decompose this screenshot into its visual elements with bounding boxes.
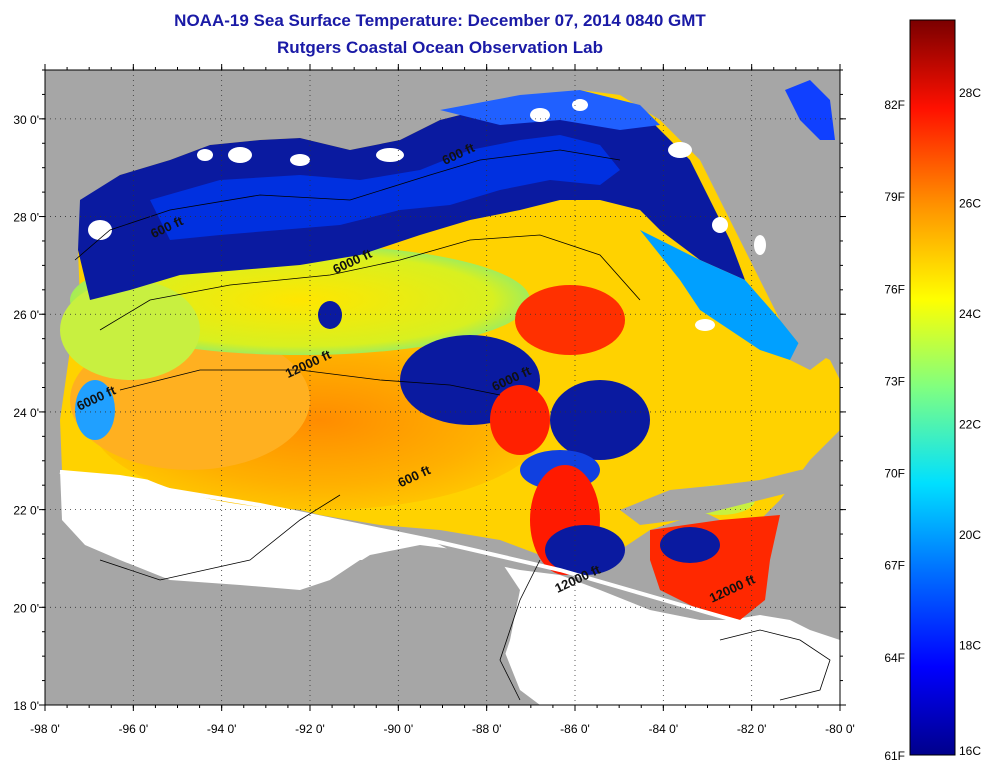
- lat-tick-label: 28 0': [13, 211, 39, 225]
- grid-lines: [45, 70, 840, 705]
- fahrenheit-label: 82F: [884, 98, 905, 112]
- lat-tick-label: 22 0': [13, 504, 39, 518]
- lat-tick-label: 26 0': [13, 308, 39, 322]
- cold-patch: [550, 380, 650, 460]
- lon-tick-label: -90 0': [384, 722, 414, 736]
- gulf-water-white: [60, 470, 840, 705]
- swath-edge: [59, 470, 741, 624]
- map-subtitle: Rutgers Coastal Ocean Observation Lab: [277, 38, 603, 57]
- lon-tick-label: -80 0': [825, 722, 855, 736]
- lon-tick-label: -94 0': [207, 722, 237, 736]
- axis-ticks: [39, 64, 846, 711]
- hot-region: [515, 285, 625, 355]
- celsius-label: 26C: [959, 196, 981, 210]
- lat-tick-label: 18 0': [13, 699, 39, 713]
- celsius-label: 20C: [959, 528, 981, 542]
- lon-tick-label: -88 0': [472, 722, 502, 736]
- lat-tick-label: 30 0': [13, 113, 39, 127]
- cold-patch: [75, 380, 115, 440]
- fahrenheit-label: 67F: [884, 559, 905, 573]
- colorbar-labels: 28C 26C 24C 22C 20C 18C 16C 82F 79F 76F 73F 70F 67F 6…: [884, 86, 981, 763]
- lon-tick-label: -98 0': [30, 722, 60, 736]
- colorbar: [909, 19, 956, 756]
- fahrenheit-label: 79F: [884, 190, 905, 204]
- yucatan-land: [330, 545, 520, 705]
- map-title: NOAA-19 Sea Surface Temperature: Decembe…: [174, 11, 706, 30]
- florida-land: [770, 70, 840, 370]
- cloud-mask: [88, 99, 766, 331]
- lon-tick-label: -96 0': [119, 722, 149, 736]
- fahrenheit-label: 61F: [884, 749, 905, 763]
- lat-tick-label: 24 0': [13, 406, 39, 420]
- fahrenheit-label: 70F: [884, 467, 905, 481]
- fahrenheit-label: 73F: [884, 374, 905, 388]
- lon-tick-label: -92 0': [295, 722, 325, 736]
- cold-patch: [318, 301, 342, 329]
- lat-tick-label: 20 0': [13, 601, 39, 615]
- fahrenheit-label: 64F: [884, 651, 905, 665]
- celsius-label: 22C: [959, 417, 981, 431]
- cool-shelf: [440, 90, 660, 130]
- hot-region: [490, 385, 550, 455]
- celsius-label: 24C: [959, 307, 981, 321]
- florida-coast-sst: [785, 80, 835, 140]
- fahrenheit-label: 76F: [884, 282, 905, 296]
- cool-shelf: [150, 135, 620, 240]
- hot-region: [660, 527, 720, 563]
- celsius-label: 18C: [959, 638, 981, 652]
- lon-tick-label: -84 0': [649, 722, 679, 736]
- axis-labels: -98 0' -96 0' -94 0' -92 0' -90 0' -88 0' -86 …: [13, 113, 854, 736]
- celsius-label: 28C: [959, 86, 981, 100]
- hot-region: [545, 525, 625, 575]
- mid-band: [60, 280, 200, 380]
- lon-tick-label: -86 0': [560, 722, 590, 736]
- cool-shelf: [640, 230, 800, 360]
- bathymetry-contours: [74, 149, 831, 701]
- lon-tick-label: -82 0': [737, 722, 767, 736]
- celsius-label: 16C: [959, 744, 981, 758]
